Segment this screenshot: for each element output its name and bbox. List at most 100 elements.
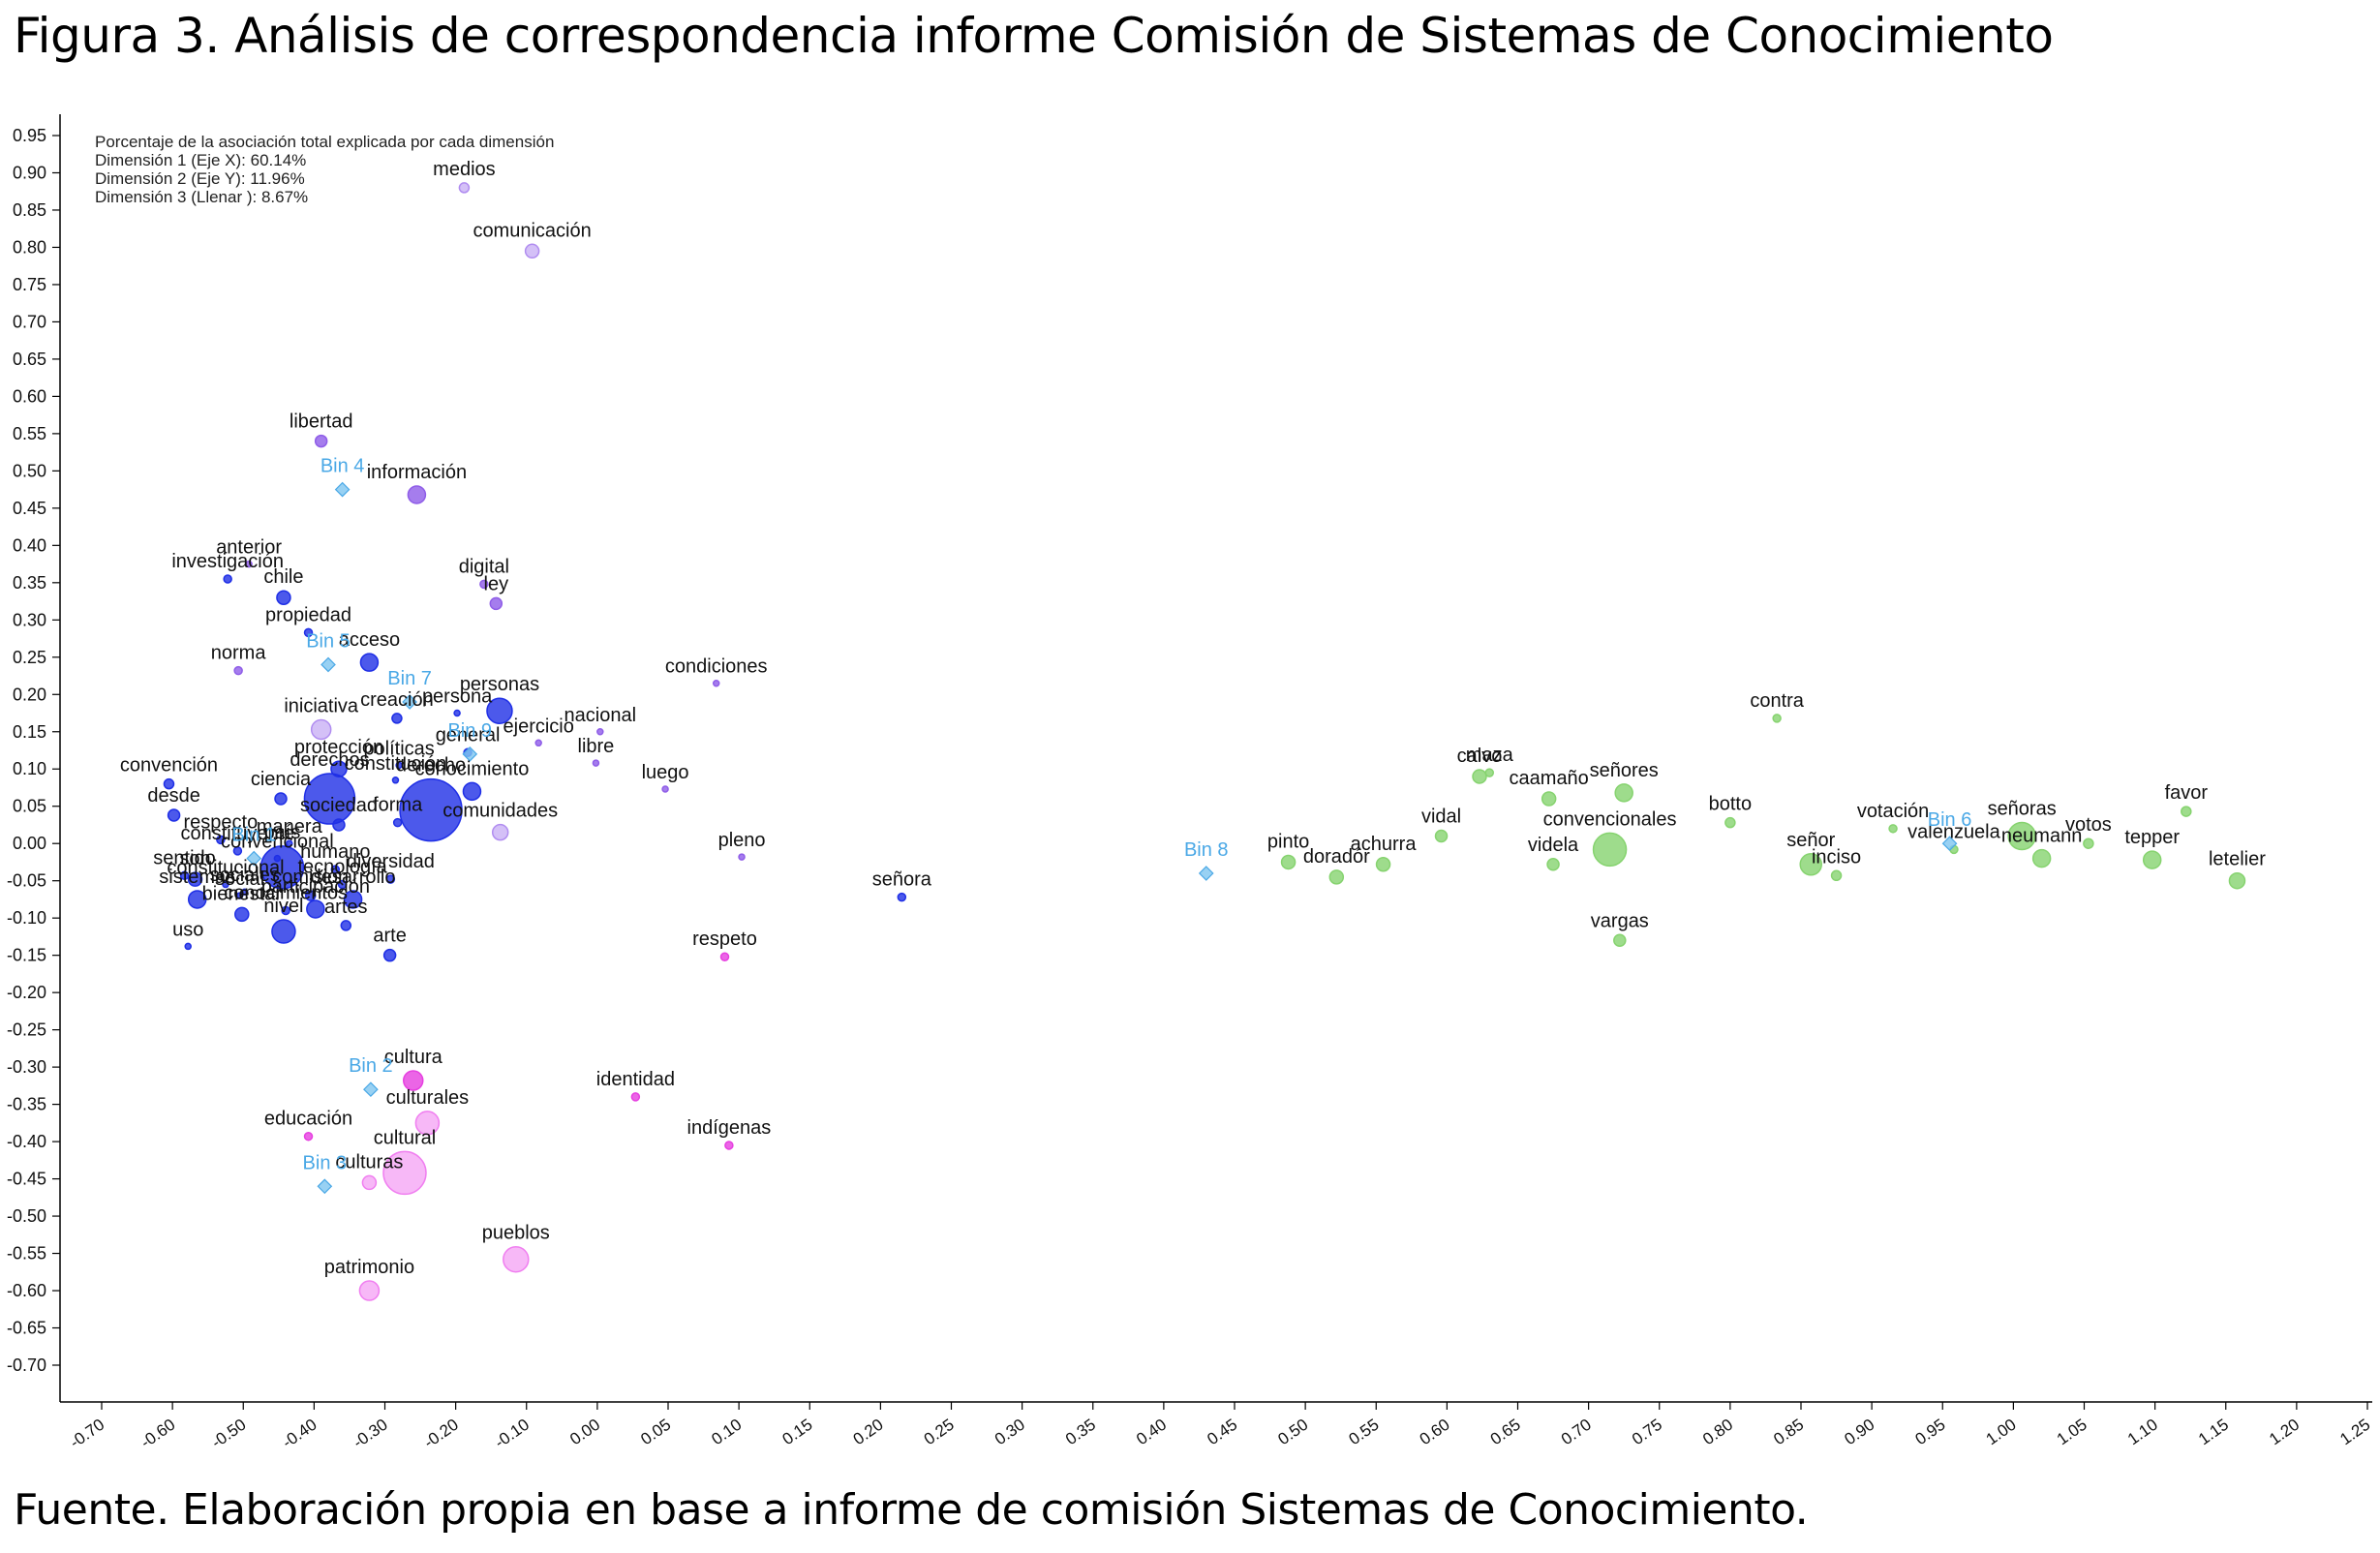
label-votos: votos [2065,814,2112,836]
point-señor [1799,853,1822,876]
label-iniciativa: iniciativa [284,695,359,716]
bin-marker-Bin 7 [402,694,417,710]
label-patrimonio: patrimonio [324,1257,414,1278]
info-line: Dimensión 2 (Eje Y): 11.96% [95,169,305,188]
x-tick-label: -0.10 [491,1416,533,1452]
label-ley: ley [484,573,509,594]
label-neumann: neumann [2001,826,2082,847]
point-iniciativa [310,718,332,741]
x-tick-label: 1.00 [1983,1416,2020,1449]
point-luego [661,785,669,793]
point-nivel [271,919,296,944]
y-tick-label: 0.55 [13,424,46,443]
x-tick-label: 0.20 [850,1416,887,1449]
bin-label-Bin 5: Bin 5 [306,630,351,652]
x-tick-label: -0.40 [279,1416,320,1452]
point-favor [2181,806,2192,817]
x-tick-label: 0.65 [1487,1416,1524,1449]
point-digital [479,579,489,590]
label-comunicación: comunicación [473,220,591,241]
x-tick-label: 0.90 [1841,1416,1877,1449]
y-tick-label: 0.20 [13,685,46,704]
point-conocimientos [281,905,290,916]
label-tepper: tepper [2124,827,2180,848]
point-constitucional [222,880,229,889]
label-nivel: nivel [263,896,303,917]
point-sentido [179,870,190,881]
label-protección: protección [294,737,383,758]
point-cultural [382,1150,427,1196]
x-tick-label: 0.40 [1133,1416,1170,1449]
label-achurra: achurra [1351,834,1418,855]
x-tick-label: -0.20 [420,1416,462,1452]
y-tick-label: 0.45 [13,499,46,518]
x-tick-label: 1.20 [2266,1416,2303,1449]
point-uso [184,942,192,951]
x-tick-label: 0.50 [1274,1416,1311,1449]
info-line: Dimensión 3 (Llenar ): 8.67% [95,188,308,206]
y-tick-label: 0.85 [13,200,46,220]
bin-marker-Bin 1 [246,850,262,867]
bin-marker-Bin 5 [320,656,336,673]
y-tick-label: 0.40 [13,535,46,555]
point-caamaño [1541,791,1557,807]
label-conocimiento: conocimiento [415,758,530,779]
x-tick-label: 0.85 [1770,1416,1807,1449]
label-derechos: derechos [290,749,369,771]
label-ciencia: ciencia [251,769,312,790]
label-personas: personas [460,674,539,695]
chart-point-labels: medios comunicación libertad información dig… [120,159,2266,1278]
point-constituyente [232,846,243,856]
point-nacional [596,728,604,736]
y-tick-label: 0.10 [13,759,46,778]
label-indígenas: indígenas [687,1117,772,1139]
y-tick-label: -0.20 [7,983,46,1002]
point-bienestar [234,906,250,923]
point-forma [392,817,403,828]
point-respecto [216,835,226,845]
label-pleno: pleno [718,830,766,851]
point-educación [303,1131,314,1142]
point-artes [340,920,352,931]
point-patrimonio [358,1280,381,1301]
label-valenzuela: valenzuela [1907,821,2001,842]
point-votos [2083,837,2094,849]
label-pinto: pinto [1267,831,1309,852]
y-tick-label: -0.55 [7,1244,46,1264]
point-contra [1772,714,1782,723]
point-señora [897,892,907,902]
label-ejercicio: ejercicio [503,716,574,737]
label-constitucional: constitucional [167,858,284,879]
y-tick-label: -0.65 [7,1319,46,1338]
y-tick-label: 0.25 [13,648,46,667]
y-tick-label: 0.50 [13,461,46,480]
label-constitución: constitución [345,753,447,775]
label-calvo: calvo [1457,746,1503,767]
label-derecho: derecho [396,755,466,776]
x-tick-label: -0.50 [208,1416,250,1452]
point-creación [391,713,403,724]
y-tick-label: -0.15 [7,946,46,965]
point-respeto [719,952,730,961]
label-culturas: culturas [335,1151,403,1172]
point-convencional [273,854,282,863]
y-tick-label: -0.35 [7,1095,46,1114]
x-tick-label: 1.10 [2124,1416,2161,1449]
point-culturales [414,1111,441,1136]
point-desarrollo [343,890,363,909]
label-investigación: investigación [171,551,284,572]
y-tick-label: -0.05 [7,871,46,891]
point-condiciones [712,679,720,687]
point-ley [489,596,503,611]
point-pleno [738,853,746,861]
label-culturales: culturales [386,1087,470,1109]
point-pinto [1280,854,1297,870]
point-arte [382,948,397,962]
point-libre [592,759,600,767]
x-tick-label: -0.60 [137,1416,179,1452]
label-maza: maza [1466,745,1514,766]
point-protección [330,760,348,777]
label-social: social [215,868,264,890]
label-son: son [179,848,210,869]
bin-label-Bin 9: Bin 9 [447,720,492,742]
